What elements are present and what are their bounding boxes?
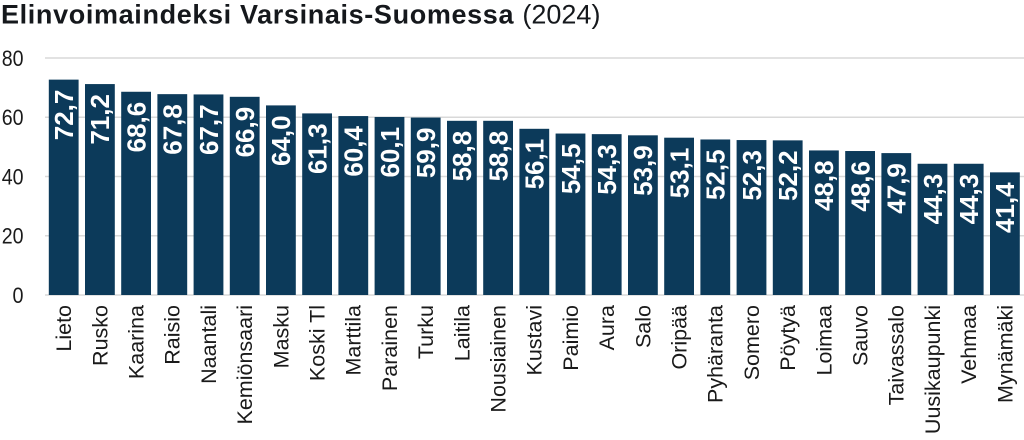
svg-text:60,4: 60,4 <box>339 126 369 177</box>
svg-text:67,8: 67,8 <box>158 104 188 155</box>
svg-text:56,1: 56,1 <box>520 139 550 190</box>
svg-text:58,8: 58,8 <box>483 131 513 182</box>
svg-text:Oripää: Oripää <box>668 305 692 370</box>
svg-text:60: 60 <box>2 105 24 130</box>
svg-text:54,5: 54,5 <box>556 144 586 195</box>
svg-text:44,3: 44,3 <box>918 174 948 225</box>
svg-text:80: 80 <box>2 46 24 71</box>
svg-text:53,1: 53,1 <box>664 148 694 199</box>
svg-text:Laitila: Laitila <box>450 305 474 361</box>
svg-text:Kemiönsaari: Kemiönsaari <box>233 305 257 425</box>
svg-text:60,1: 60,1 <box>375 127 405 178</box>
svg-text:Vehmaa: Vehmaa <box>957 305 981 384</box>
svg-text:Pöytyä: Pöytyä <box>776 305 800 371</box>
svg-text:(2024): (2024) <box>522 0 600 29</box>
svg-text:Marttila: Marttila <box>342 305 366 376</box>
svg-text:48,8: 48,8 <box>809 160 839 211</box>
svg-text:53,9: 53,9 <box>628 145 658 196</box>
svg-text:Elinvoimaindeksi Varsinais-Suo: Elinvoimaindeksi Varsinais-Suomessa <box>1 0 514 29</box>
svg-text:67,7: 67,7 <box>194 104 224 155</box>
svg-text:Uusikaupunki: Uusikaupunki <box>921 305 945 434</box>
svg-text:Nousiainen: Nousiainen <box>487 305 511 413</box>
svg-text:71,2: 71,2 <box>85 94 115 145</box>
svg-text:Kustavi: Kustavi <box>523 305 547 376</box>
svg-text:40: 40 <box>2 164 24 189</box>
svg-text:61,3: 61,3 <box>302 123 332 174</box>
svg-text:Loimaa: Loimaa <box>812 305 836 376</box>
svg-text:68,6: 68,6 <box>121 102 151 153</box>
svg-text:Masku: Masku <box>269 305 293 368</box>
svg-text:52,3: 52,3 <box>737 150 767 201</box>
svg-text:Sauvo: Sauvo <box>849 305 873 366</box>
svg-text:0: 0 <box>13 283 24 308</box>
svg-text:59,9: 59,9 <box>411 128 441 179</box>
svg-text:20: 20 <box>2 224 24 249</box>
svg-text:72,7: 72,7 <box>49 90 79 141</box>
svg-text:54,3: 54,3 <box>592 144 622 195</box>
svg-text:Mynämäki: Mynämäki <box>993 305 1017 403</box>
svg-text:58,8: 58,8 <box>447 131 477 182</box>
svg-text:Aura: Aura <box>595 305 619 350</box>
svg-text:Naantali: Naantali <box>197 305 221 384</box>
svg-text:47,9: 47,9 <box>882 163 912 214</box>
svg-text:Salo: Salo <box>631 305 655 348</box>
svg-text:Pyhäranta: Pyhäranta <box>704 305 728 403</box>
svg-text:64,0: 64,0 <box>266 115 296 166</box>
svg-text:44,3: 44,3 <box>954 174 984 225</box>
svg-text:Koski Tl: Koski Tl <box>306 305 330 381</box>
svg-text:41,4: 41,4 <box>990 182 1020 233</box>
svg-text:66,9: 66,9 <box>230 107 260 158</box>
svg-text:Rusko: Rusko <box>88 305 112 366</box>
svg-text:Raisio: Raisio <box>161 305 185 365</box>
svg-text:Somero: Somero <box>740 305 764 380</box>
svg-text:Kaarina: Kaarina <box>125 305 149 379</box>
svg-text:48,6: 48,6 <box>845 161 875 212</box>
svg-text:Turku: Turku <box>414 305 438 359</box>
svg-text:52,2: 52,2 <box>773 150 803 201</box>
svg-text:Parainen: Parainen <box>378 305 402 391</box>
svg-text:Taivassalo: Taivassalo <box>885 305 909 405</box>
svg-text:Lieto: Lieto <box>52 305 76 352</box>
svg-text:Paimio: Paimio <box>559 305 583 371</box>
svg-text:52,5: 52,5 <box>701 149 731 200</box>
